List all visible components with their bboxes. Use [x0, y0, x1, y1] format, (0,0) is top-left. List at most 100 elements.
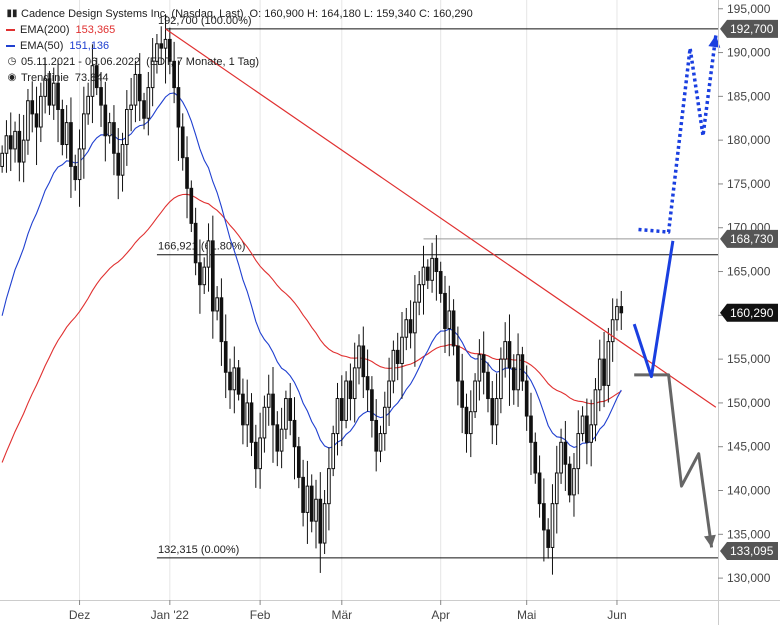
candle-body	[94, 65, 99, 89]
candle-body	[163, 38, 168, 49]
candle-body	[107, 122, 112, 137]
candle-body	[60, 108, 65, 146]
candlestick-series	[0, 14, 624, 575]
candle-body	[425, 266, 430, 281]
y-tick-label: 140,000	[727, 484, 771, 498]
candle-body	[228, 371, 232, 391]
candle-body	[468, 411, 473, 435]
price-tag-bg	[720, 229, 778, 248]
candle-body	[503, 341, 508, 360]
candle-body	[430, 257, 434, 281]
candle-body	[245, 402, 250, 426]
clock-icon: ◷	[7, 56, 17, 67]
y-tick-label: 155,000	[727, 352, 771, 366]
candle-body	[499, 358, 503, 400]
trendline-icon: ◉	[7, 72, 17, 83]
candle-body	[606, 341, 611, 386]
candle-body	[610, 319, 615, 343]
candle-body	[249, 402, 254, 443]
candle-body	[13, 130, 17, 150]
candle-body	[365, 376, 370, 391]
candle-body	[542, 503, 546, 531]
candle-body	[241, 393, 245, 426]
candle-body	[279, 428, 284, 452]
candle-body	[275, 424, 280, 452]
candle-body	[30, 100, 35, 115]
candle-body	[137, 73, 142, 102]
candle-body	[589, 424, 594, 443]
x-tick-label: Apr	[431, 608, 450, 622]
candle-body	[335, 398, 340, 435]
y-tick-label: 175,000	[727, 177, 771, 191]
candle-body	[296, 446, 301, 478]
bearish-scenario-path	[634, 373, 714, 548]
candle-body	[550, 503, 555, 548]
candle-body	[615, 306, 619, 321]
price-tag-label: 160,290	[730, 306, 774, 320]
candle-body	[395, 349, 400, 365]
candle-body	[361, 345, 366, 378]
candle-body	[210, 240, 215, 312]
candle-body	[559, 441, 563, 474]
candle-body	[529, 415, 533, 443]
candle-body	[26, 100, 30, 141]
y-tick-label: 165,000	[727, 265, 771, 279]
legend-ema50: EMA(50) 151,136	[6, 38, 473, 54]
trendline-label: Trendlinie	[21, 72, 69, 84]
chart-title: Cadence Design Systems Inc. (Nasdaq, Las…	[21, 8, 244, 20]
candle-body	[39, 95, 43, 128]
fib-level-label: 192,700 (100.00%)	[158, 15, 252, 27]
y-tick-label: 135,000	[727, 527, 771, 541]
candle-body	[4, 135, 9, 154]
candle-body	[193, 222, 198, 264]
candle-body	[339, 398, 344, 421]
candle-body	[563, 441, 568, 465]
candle-body	[576, 433, 581, 470]
candle-body	[77, 148, 82, 181]
bullish-scenario-path	[632, 240, 675, 379]
bullish-arrowhead	[708, 35, 721, 48]
candle-body	[129, 104, 133, 110]
candle-body	[51, 82, 56, 106]
trendline-value: 73.844	[74, 72, 109, 84]
candle-body	[486, 371, 490, 400]
candle-body	[185, 157, 189, 189]
candle-body	[481, 354, 486, 373]
ema200-swatch	[6, 29, 15, 31]
candle-body	[47, 78, 52, 106]
x-tick-label: Feb	[250, 608, 271, 622]
y-tick-label: 150,000	[727, 396, 771, 410]
candle-body	[451, 310, 456, 347]
candle-body	[305, 485, 310, 513]
candle-body	[112, 122, 116, 154]
scenario-arrows	[632, 34, 721, 548]
chart-legend: ▮▮ Cadence Design Systems Inc. (Nasdaq, …	[6, 6, 473, 86]
candle-body	[176, 87, 181, 128]
ema50-swatch	[6, 45, 15, 47]
candle-body	[180, 126, 185, 159]
candle-body	[400, 336, 404, 365]
candle-body	[292, 419, 297, 448]
ohlc-readout: O: 160,900 H: 164,180 L: 159,340 C: 160,…	[249, 8, 473, 20]
candle-body	[116, 152, 121, 176]
candle-body	[232, 367, 237, 391]
candle-body	[520, 354, 525, 382]
period-range: 05.11.2021 - 06.06.2022	[21, 56, 141, 68]
candle-body	[460, 380, 465, 408]
candle-body	[533, 441, 538, 474]
candle-body	[408, 319, 413, 334]
candle-body	[206, 240, 211, 268]
candle-body	[322, 503, 327, 544]
candle-body	[374, 419, 379, 452]
candle-body	[253, 441, 258, 470]
candle-body	[567, 463, 572, 496]
price-tag-bg	[720, 303, 778, 322]
candle-body	[421, 266, 426, 286]
candle-body	[477, 354, 482, 382]
price-tag-label: 192,700	[730, 22, 774, 36]
candle-body	[82, 113, 86, 150]
bars-icon: ▮▮	[6, 8, 18, 19]
y-tick-label: 145,000	[727, 440, 771, 454]
candle-body	[8, 135, 13, 150]
